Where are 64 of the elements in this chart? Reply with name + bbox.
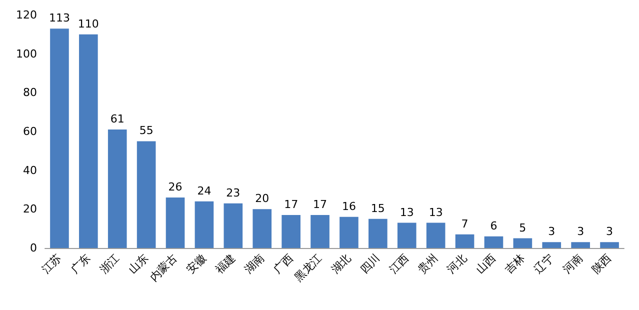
bar — [340, 216, 358, 248]
bar — [252, 209, 272, 248]
bar — [426, 222, 446, 248]
y-tick-label: 100 — [16, 47, 37, 60]
bar — [513, 238, 532, 248]
data-label: 26 — [168, 180, 182, 194]
x-tick-label: 福建 — [213, 251, 238, 276]
x-tick-label: 河南 — [560, 251, 586, 276]
y-tick-label: 120 — [16, 8, 37, 22]
data-label: 3 — [548, 225, 556, 238]
x-tick-label: 黑龙江 — [292, 251, 325, 284]
x-tick-label: 贵州 — [416, 251, 440, 276]
data-label: 17 — [313, 198, 328, 211]
data-label: 5 — [519, 221, 526, 234]
x-tick-label: 江西 — [386, 251, 412, 276]
x-tick-label: 浙江 — [97, 251, 122, 276]
y-tick-label: 40 — [23, 164, 37, 177]
x-tick-label: 广东 — [68, 251, 94, 276]
data-label: 3 — [606, 225, 614, 238]
bar — [600, 242, 619, 248]
data-label: 7 — [461, 217, 468, 230]
data-label: 16 — [342, 200, 356, 213]
data-label: 55 — [139, 124, 154, 138]
data-label: 61 — [110, 112, 124, 126]
bar — [136, 141, 156, 248]
x-tick-label: 吉林 — [502, 251, 528, 276]
x-tick-label: 河北 — [444, 251, 470, 276]
data-label: 113 — [48, 12, 70, 25]
x-tick-label: 安徽 — [184, 251, 209, 276]
data-label: 23 — [226, 186, 240, 200]
bar — [108, 130, 127, 248]
y-tick-label: 80 — [23, 86, 37, 100]
data-label: 24 — [197, 184, 212, 198]
x-tick-label: 湖南 — [242, 251, 267, 276]
bar — [50, 28, 69, 248]
x-tick-label: 陕西 — [589, 251, 614, 276]
data-label: 17 — [284, 198, 298, 211]
bar — [310, 214, 330, 248]
bar — [571, 242, 590, 248]
x-tick-label: 四川 — [358, 251, 383, 276]
data-label: 20 — [255, 192, 270, 206]
x-tick-label: 湖北 — [328, 251, 354, 276]
data-label: 110 — [78, 17, 99, 30]
y-tick-label: 60 — [23, 125, 37, 138]
bar — [79, 34, 98, 248]
bar — [455, 234, 474, 248]
bar — [368, 218, 388, 248]
bar — [224, 203, 243, 248]
y-tick-label: 20 — [23, 202, 37, 216]
data-label: 6 — [490, 219, 498, 232]
bar — [282, 214, 300, 248]
bar — [166, 198, 185, 248]
data-label: 3 — [577, 225, 584, 238]
bar — [484, 236, 504, 248]
data-label: 13 — [400, 206, 414, 219]
x-tick-label: 江苏 — [39, 251, 64, 276]
data-label: 15 — [370, 202, 385, 215]
y-tick-label: 0 — [30, 242, 37, 254]
bar — [397, 222, 416, 248]
bar — [194, 201, 214, 248]
data-label: 13 — [428, 206, 443, 219]
bar — [542, 242, 562, 248]
x-tick-label: 辽宁 — [531, 251, 556, 276]
x-tick-label: 山西 — [474, 251, 498, 276]
